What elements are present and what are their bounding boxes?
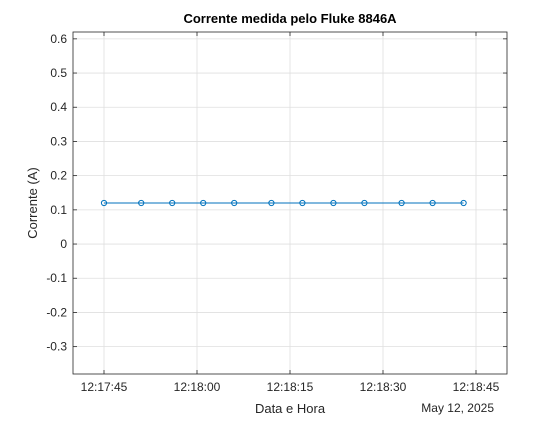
plot-frame <box>72 31 508 375</box>
y-axis-label: Corrente (A) <box>25 167 40 239</box>
y-tick-label: -0.2 <box>46 305 67 319</box>
data-point <box>200 199 207 207</box>
data-point <box>460 199 467 207</box>
x-axis-date-label: May 12, 2025 <box>421 401 494 415</box>
x-tick-labels: 12:17:45 12:18:00 12:18:15 12:18:30 12:18:45 <box>81 380 500 394</box>
ticks <box>73 32 507 374</box>
x-tick-label: 12:18:30 <box>360 380 407 394</box>
data-point <box>268 199 275 207</box>
data-point <box>100 199 108 207</box>
data-point <box>398 199 405 207</box>
data-point <box>299 199 306 207</box>
data-point <box>231 199 238 207</box>
x-axis-label: Data e Hora <box>255 401 326 416</box>
y-tick-label: 0.5 <box>50 66 67 80</box>
y-tick-label: 0.2 <box>50 169 67 183</box>
data-point <box>138 199 145 207</box>
y-tick-label: 0.4 <box>50 100 67 114</box>
data-point <box>330 199 337 207</box>
series-layer <box>100 199 467 207</box>
data-point <box>361 199 368 207</box>
y-tick-label: -0.3 <box>46 340 67 354</box>
x-tick-label: 12:18:15 <box>267 380 314 394</box>
y-tick-label: 0.6 <box>50 32 67 46</box>
chart-title: Corrente medida pelo Fluke 8846A <box>183 11 397 26</box>
x-tick-label: 12:17:45 <box>81 380 128 394</box>
y-tick-label: -0.1 <box>46 271 67 285</box>
x-tick-label: 12:18:45 <box>453 380 500 394</box>
y-tick-label: 0.3 <box>50 134 67 148</box>
data-point <box>169 199 176 207</box>
y-tick-labels: 0.6 0.5 0.4 0.3 0.2 0.1 0 -0.1 -0.2 -0.3 <box>46 32 67 354</box>
y-tick-label: 0.1 <box>50 203 67 217</box>
data-point <box>429 199 436 207</box>
y-tick-label: 0 <box>60 237 67 251</box>
x-tick-label: 12:18:00 <box>174 380 221 394</box>
